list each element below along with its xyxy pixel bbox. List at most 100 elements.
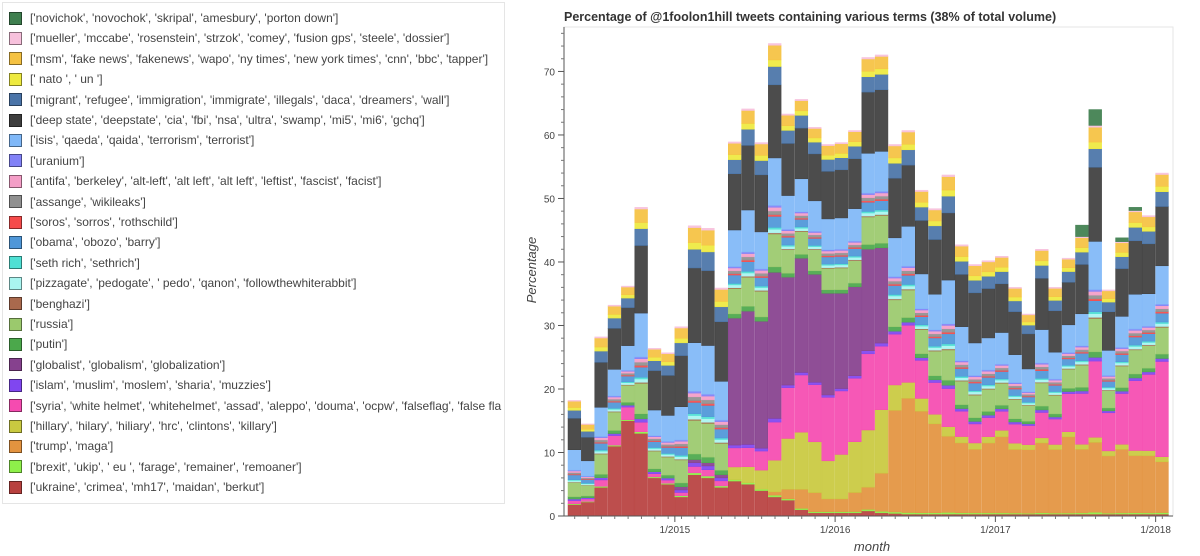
bar-segment: [728, 480, 742, 517]
legend-item[interactable]: ['ukraine', 'crimea', 'mh17', 'maidan', …: [9, 478, 264, 496]
legend-item[interactable]: ['soros', 'sorros', 'rothschild']: [9, 213, 178, 231]
bar-segment: [594, 437, 608, 441]
bar-segment: [594, 479, 608, 487]
legend-item[interactable]: ['novichok', 'novochok', 'skripal', 'ame…: [9, 9, 338, 27]
bar-segment: [808, 128, 822, 139]
bar-segment: [968, 394, 982, 418]
legend-item[interactable]: ['obama', 'obozo', 'barry']: [9, 233, 160, 251]
bar-segment: [1035, 278, 1049, 330]
legend-item[interactable]: ['syria', 'white helmet', 'whitehelmet',…: [9, 397, 501, 415]
legend-item[interactable]: ['pizzagate', 'pedogate', ' pedo', 'qano…: [9, 274, 356, 292]
bar-segment: [1048, 288, 1062, 297]
bar-segment: [874, 342, 889, 347]
bar-segment: [1101, 289, 1116, 292]
bar-segment: [941, 195, 955, 214]
bar-segment: [1035, 405, 1049, 411]
bar-segment: [661, 456, 675, 476]
bar-segment: [1061, 368, 1076, 389]
bar-segment: [621, 402, 635, 406]
y-axis-label: Percentage: [524, 237, 539, 304]
legend-item[interactable]: ['antifa', 'berkeley', 'alt-left', 'alt …: [9, 172, 381, 190]
bar-segment: [621, 345, 635, 371]
legend-item[interactable]: ['globalist', 'globalism', 'globalizatio…: [9, 356, 225, 374]
bar-segment: [714, 424, 728, 428]
bar-segment: [581, 501, 595, 517]
bar-segment: [728, 154, 742, 160]
legend-item[interactable]: ['brexit', 'ukip', ' eu ', 'farage', 're…: [9, 458, 302, 476]
bar-segment: [928, 239, 942, 295]
bar-segment: [781, 143, 795, 196]
bar-segment: [981, 271, 996, 277]
legend-item[interactable]: ['uranium']: [9, 152, 85, 170]
bar-segment: [701, 475, 715, 479]
bar-segment: [888, 285, 902, 295]
bar-segment: [968, 264, 982, 267]
bar-segment: [834, 498, 849, 512]
bar-segment: [621, 285, 635, 288]
bar-segment: [581, 424, 595, 430]
bar-segment: [634, 418, 648, 423]
bar-segment: [1155, 358, 1169, 362]
legend-item[interactable]: ['migrant', 'refugee', 'immigration', 'i…: [9, 91, 449, 109]
bar-segment: [808, 246, 822, 250]
bar-segment: [1155, 323, 1169, 327]
y-tick-label: 50: [544, 194, 556, 205]
bar-segment: [607, 369, 622, 397]
bar-segment: [848, 244, 862, 248]
bar-segment: [821, 293, 835, 396]
legend-item[interactable]: ['trump', 'maga']: [9, 437, 113, 455]
bar-segment: [1128, 349, 1142, 375]
legend-item[interactable]: ['mueller', 'mccabe', 'rosenstein', 'str…: [9, 29, 449, 47]
bar-segment: [768, 66, 782, 86]
bar-segment: [914, 202, 929, 208]
legend-item[interactable]: ['russia']: [9, 315, 73, 333]
legend-item[interactable]: ['putin']: [9, 335, 67, 353]
bar-segment: [941, 331, 955, 335]
bar-segment: [1115, 256, 1129, 269]
legend-item[interactable]: ['benghazi']: [9, 295, 90, 313]
bar-segment: [1021, 444, 1036, 450]
bar-segment: [901, 324, 915, 383]
bar-segment: [914, 189, 929, 192]
legend-item[interactable]: ['isis', 'qaeda', 'qaida', 'terrorism', …: [9, 131, 254, 149]
legend-item[interactable]: ['hillary', 'hilary', 'hiliary', 'hrc', …: [9, 417, 277, 435]
bar-segment: [1101, 410, 1116, 414]
bar-segment: [741, 310, 755, 445]
bar-segment: [701, 469, 715, 477]
bar-segment: [1142, 226, 1156, 232]
bar-segment: [687, 474, 702, 517]
bar-segment: [955, 380, 969, 405]
bar-segment: [634, 208, 648, 223]
bar-segment: [567, 496, 582, 500]
legend-item[interactable]: ['assange', 'wikileaks']: [9, 193, 146, 211]
legend-item[interactable]: [' nato ', ' un ']: [9, 70, 103, 88]
bar-segment: [728, 267, 742, 272]
bar-segment: [861, 244, 875, 250]
legend-label: ['islam', 'muslim', 'moslem', 'sharia', …: [30, 378, 271, 393]
bar-segment: [901, 164, 915, 227]
legend-item[interactable]: ['deep state', 'deepstate', 'cia', 'fbi'…: [9, 111, 425, 129]
legend-item[interactable]: ['msm', 'fake news', 'fakenews', 'wapo',…: [9, 50, 488, 68]
bar-segment: [607, 445, 622, 517]
bar-segment: [874, 409, 889, 474]
bar-segment: [981, 442, 996, 514]
bar-segment: [1035, 382, 1049, 407]
legend-item[interactable]: ['seth rich', 'sethrich']: [9, 254, 140, 272]
bar-segment: [647, 349, 662, 358]
bar-segment: [674, 456, 688, 460]
legend-swatch: [9, 378, 22, 392]
bar-segment: [1101, 376, 1116, 379]
bar-segment: [581, 431, 595, 438]
bar-segment: [821, 144, 835, 146]
bar-segment: [1128, 455, 1142, 514]
legend-item[interactable]: ['islam', 'muslim', 'moslem', 'sharia', …: [9, 376, 271, 394]
bar-segment: [647, 473, 662, 478]
bar-segment: [607, 411, 622, 431]
bar-segment: [768, 210, 782, 215]
bar-segment: [995, 411, 1009, 431]
bar-segment: [995, 283, 1009, 333]
bar-segment: [955, 274, 969, 327]
bar-segment: [687, 249, 702, 269]
bar-segment: [888, 145, 902, 159]
bar-segment: [1155, 206, 1169, 267]
